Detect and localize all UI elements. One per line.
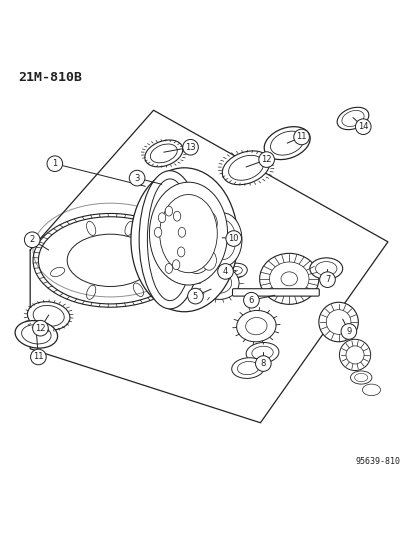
Ellipse shape bbox=[172, 260, 179, 270]
Text: 9: 9 bbox=[345, 327, 351, 336]
Ellipse shape bbox=[341, 110, 363, 126]
Ellipse shape bbox=[21, 325, 51, 344]
Circle shape bbox=[355, 119, 370, 134]
Ellipse shape bbox=[165, 206, 172, 216]
Circle shape bbox=[182, 140, 198, 155]
Circle shape bbox=[217, 264, 233, 279]
Text: 95639-810: 95639-810 bbox=[354, 457, 399, 466]
Text: 6: 6 bbox=[248, 296, 254, 305]
Ellipse shape bbox=[263, 127, 309, 159]
FancyBboxPatch shape bbox=[232, 289, 318, 296]
Text: 8: 8 bbox=[260, 359, 266, 368]
Ellipse shape bbox=[154, 228, 161, 237]
Ellipse shape bbox=[259, 253, 318, 304]
Ellipse shape bbox=[280, 272, 297, 286]
Ellipse shape bbox=[158, 213, 165, 223]
Circle shape bbox=[225, 231, 241, 246]
Text: 1: 1 bbox=[52, 159, 57, 168]
Circle shape bbox=[31, 349, 46, 365]
Ellipse shape bbox=[147, 179, 192, 301]
Ellipse shape bbox=[339, 340, 370, 370]
Text: 12: 12 bbox=[35, 324, 45, 333]
Ellipse shape bbox=[315, 262, 336, 276]
Circle shape bbox=[293, 129, 309, 145]
Text: 10: 10 bbox=[228, 234, 238, 243]
Ellipse shape bbox=[206, 273, 231, 293]
Ellipse shape bbox=[236, 310, 275, 342]
Circle shape bbox=[243, 293, 259, 308]
Ellipse shape bbox=[139, 171, 200, 309]
Ellipse shape bbox=[131, 168, 237, 312]
Circle shape bbox=[24, 232, 40, 248]
Text: 5: 5 bbox=[192, 292, 198, 301]
Ellipse shape bbox=[173, 211, 180, 221]
Ellipse shape bbox=[318, 302, 358, 342]
Ellipse shape bbox=[270, 131, 303, 155]
Ellipse shape bbox=[245, 343, 278, 363]
Ellipse shape bbox=[33, 305, 64, 326]
Circle shape bbox=[319, 272, 335, 287]
Circle shape bbox=[255, 356, 271, 372]
Text: 2: 2 bbox=[30, 235, 35, 244]
Ellipse shape bbox=[204, 213, 241, 266]
Ellipse shape bbox=[354, 374, 367, 382]
Ellipse shape bbox=[222, 151, 269, 185]
Ellipse shape bbox=[199, 266, 238, 300]
Ellipse shape bbox=[177, 247, 185, 257]
Ellipse shape bbox=[145, 140, 183, 167]
Ellipse shape bbox=[350, 371, 371, 384]
Ellipse shape bbox=[211, 220, 235, 260]
Text: 13: 13 bbox=[185, 143, 195, 152]
Text: 12: 12 bbox=[261, 155, 271, 164]
Ellipse shape bbox=[200, 212, 217, 235]
Ellipse shape bbox=[159, 195, 217, 273]
Circle shape bbox=[33, 320, 48, 336]
Ellipse shape bbox=[201, 251, 216, 270]
Circle shape bbox=[258, 152, 274, 167]
Ellipse shape bbox=[231, 358, 264, 378]
Ellipse shape bbox=[251, 346, 273, 359]
Ellipse shape bbox=[224, 263, 247, 278]
Ellipse shape bbox=[150, 144, 177, 163]
Ellipse shape bbox=[180, 231, 212, 273]
Text: 11: 11 bbox=[296, 133, 306, 141]
Text: 11: 11 bbox=[33, 352, 43, 361]
Circle shape bbox=[340, 324, 356, 340]
Circle shape bbox=[129, 170, 145, 186]
Ellipse shape bbox=[361, 384, 380, 395]
Ellipse shape bbox=[237, 361, 258, 375]
Ellipse shape bbox=[178, 228, 185, 237]
Text: 3: 3 bbox=[134, 174, 140, 183]
Ellipse shape bbox=[228, 155, 263, 180]
Ellipse shape bbox=[27, 302, 70, 330]
Circle shape bbox=[187, 288, 203, 304]
Ellipse shape bbox=[309, 258, 342, 279]
Ellipse shape bbox=[325, 310, 350, 334]
Ellipse shape bbox=[269, 262, 308, 296]
Ellipse shape bbox=[149, 182, 227, 285]
Ellipse shape bbox=[165, 263, 172, 273]
Ellipse shape bbox=[345, 346, 363, 364]
Ellipse shape bbox=[336, 107, 368, 130]
Circle shape bbox=[47, 156, 62, 172]
Text: 4: 4 bbox=[222, 267, 228, 276]
Text: 14: 14 bbox=[357, 122, 368, 131]
Ellipse shape bbox=[229, 266, 242, 274]
Text: 21M-810B: 21M-810B bbox=[18, 71, 82, 84]
Ellipse shape bbox=[245, 318, 266, 335]
Ellipse shape bbox=[15, 320, 57, 348]
Text: 7: 7 bbox=[324, 275, 330, 284]
